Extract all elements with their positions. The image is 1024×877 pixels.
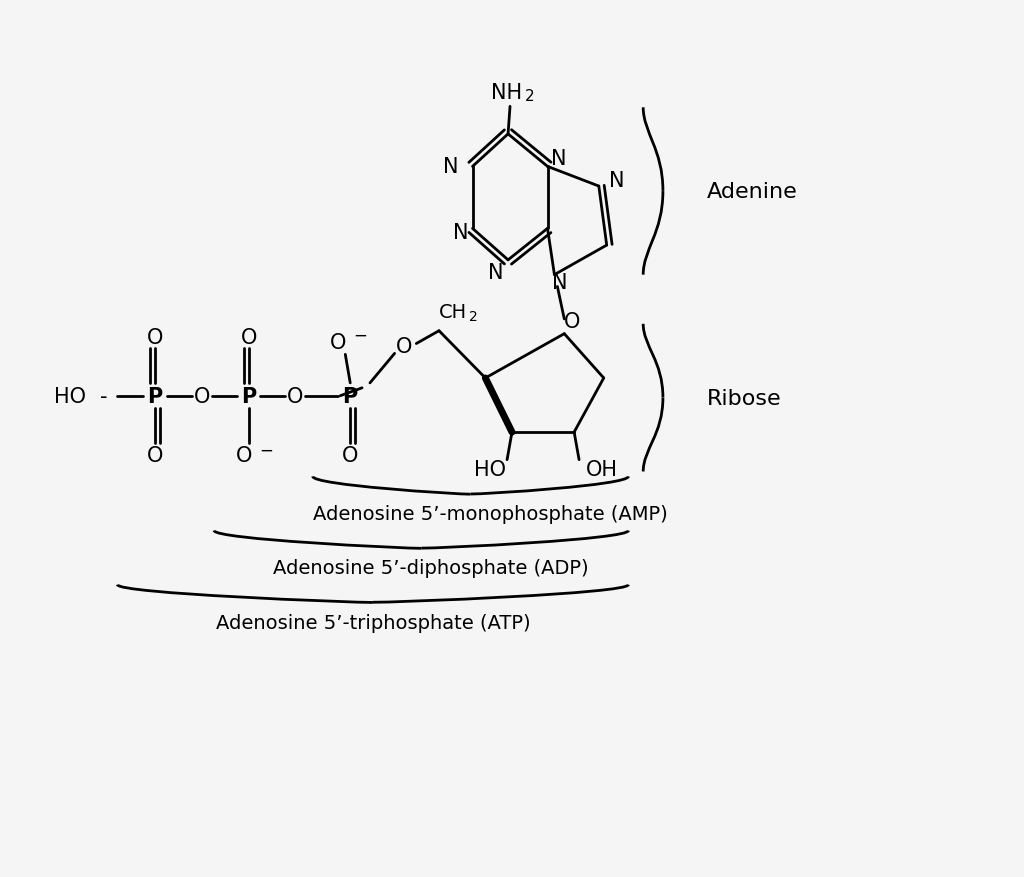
- Text: O: O: [146, 327, 163, 347]
- Text: CH: CH: [438, 303, 467, 321]
- Text: N: N: [453, 223, 469, 243]
- Text: O: O: [396, 337, 413, 357]
- Text: NH: NH: [490, 82, 521, 103]
- Text: -: -: [100, 386, 108, 406]
- Text: OH: OH: [586, 460, 617, 480]
- Text: O: O: [195, 386, 211, 406]
- Text: HO: HO: [54, 386, 86, 406]
- Text: O: O: [241, 327, 257, 347]
- Text: −: −: [353, 326, 367, 345]
- Text: Adenosine 5’-monophosphate (AMP): Adenosine 5’-monophosphate (AMP): [313, 504, 668, 524]
- Text: Ribose: Ribose: [708, 389, 782, 408]
- Text: P: P: [343, 386, 357, 406]
- Text: 2: 2: [469, 310, 478, 324]
- Text: O: O: [146, 446, 163, 465]
- Text: N: N: [552, 274, 567, 293]
- Text: O: O: [342, 446, 358, 465]
- Text: O: O: [287, 386, 303, 406]
- Text: P: P: [241, 386, 256, 406]
- Text: O: O: [236, 446, 252, 465]
- Text: HO: HO: [474, 460, 506, 480]
- Text: N: N: [487, 262, 503, 282]
- Text: 2: 2: [525, 89, 535, 103]
- Text: P: P: [147, 386, 163, 406]
- Text: N: N: [443, 157, 459, 177]
- Text: Adenosine 5’-diphosphate (ADP): Adenosine 5’-diphosphate (ADP): [273, 559, 589, 578]
- Text: −: −: [259, 441, 273, 460]
- Text: O: O: [564, 311, 581, 332]
- Text: N: N: [552, 149, 567, 169]
- Text: N: N: [608, 171, 625, 191]
- Text: Adenine: Adenine: [708, 182, 798, 202]
- Text: O: O: [330, 332, 346, 353]
- Text: Adenosine 5’-triphosphate (ATP): Adenosine 5’-triphosphate (ATP): [216, 613, 530, 631]
